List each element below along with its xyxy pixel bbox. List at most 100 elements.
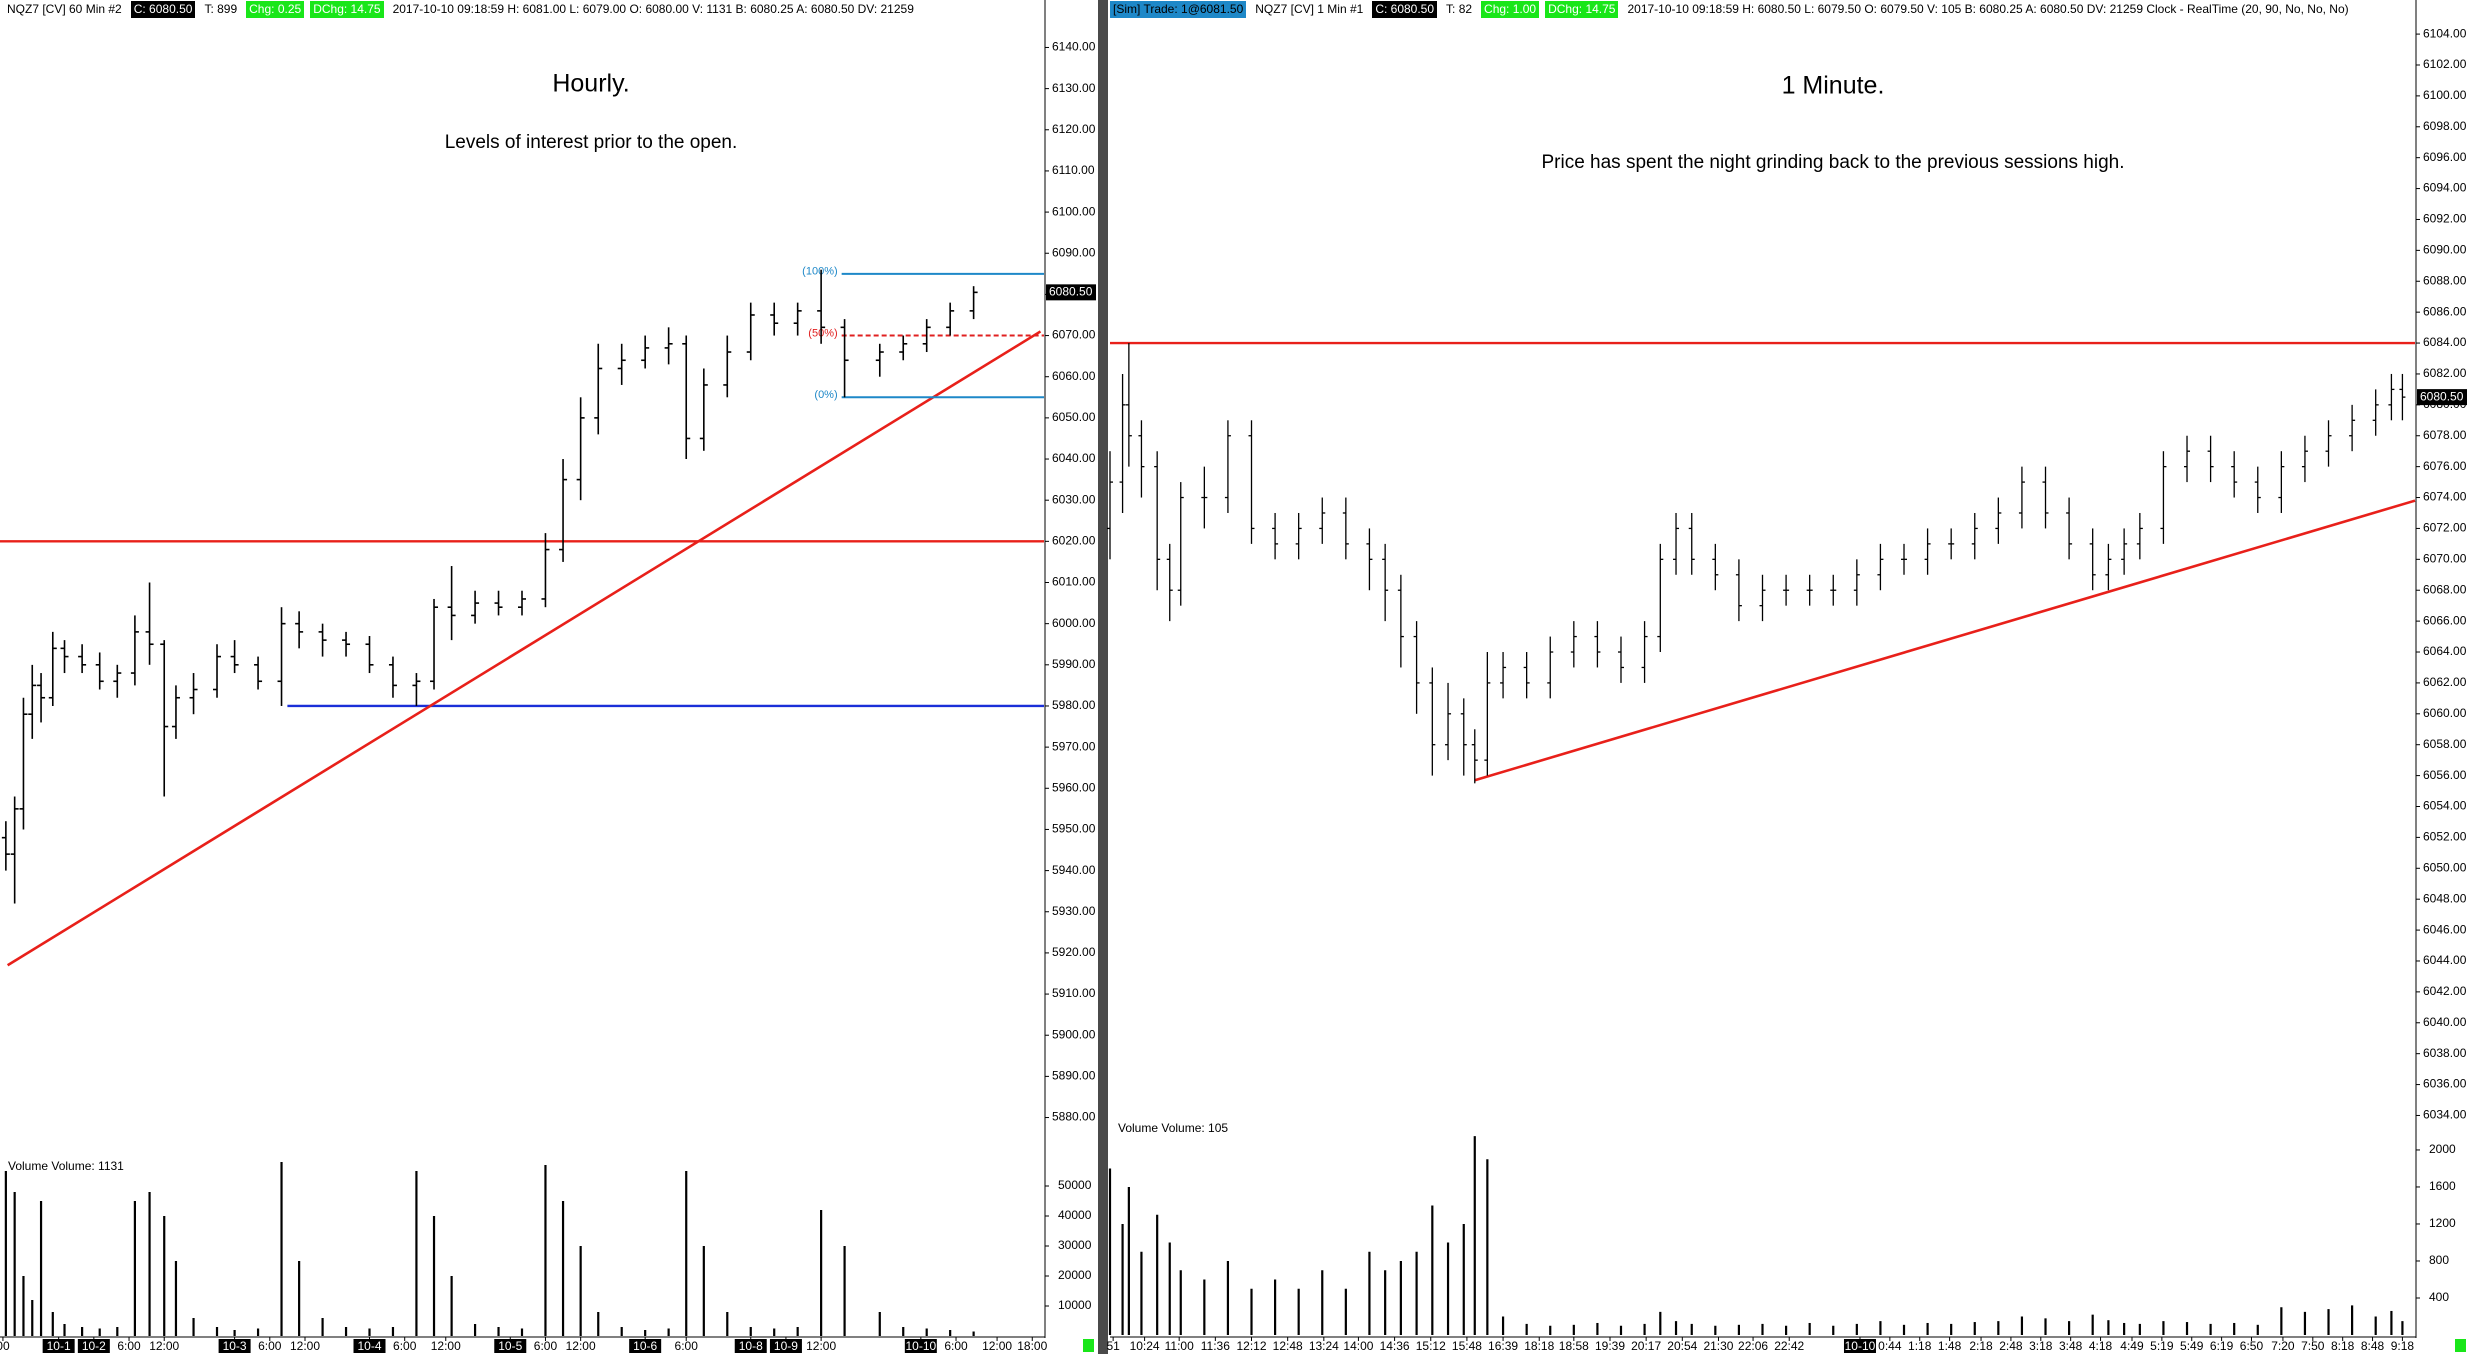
status-square (2455, 1339, 2466, 1352)
y-tick-label: 6030.00 (1052, 492, 1096, 506)
x-tick-box (42, 1339, 75, 1353)
header-field: T: 899 (204, 2, 238, 16)
x-tick-label: 2:48 (1999, 1339, 2023, 1353)
x-tick-label: 15:12 (1416, 1339, 1446, 1353)
y-tick-label: 5900.00 (1052, 1027, 1096, 1041)
header-field: C: 6080.50 (130, 1, 196, 18)
x-tick-box (353, 1339, 386, 1353)
divider (1098, 0, 1108, 1354)
x-tick-label: 51 (1106, 1339, 1120, 1353)
volume-label: Volume Volume: 1131 (8, 1159, 124, 1173)
x-tick-label: 10-1 (47, 1339, 71, 1353)
x-tick-label: 12:00 (149, 1339, 179, 1353)
y-tick-label: 6038.00 (2423, 1046, 2467, 1060)
header-field: NQZ7 [CV] 60 Min #2 (7, 2, 122, 16)
y-tick-label: 5980.00 (1052, 698, 1096, 712)
x-tick-box (904, 1339, 937, 1353)
trend-line (1474, 499, 2416, 782)
volume-tick-label: 10000 (1058, 1298, 1092, 1312)
x-tick-label: 10-3 (223, 1339, 247, 1353)
y-tick-label: 6052.00 (2423, 830, 2467, 844)
last-price-label: 6080.50 (2420, 389, 2464, 403)
x-tick-label: 10-8 (739, 1339, 763, 1353)
x-tick-label: 10:24 (1130, 1339, 1160, 1353)
x-tick-label: 7:20 (2271, 1339, 2295, 1353)
y-tick-label: 6104.00 (2423, 26, 2467, 40)
x-tick-label: 3:18 (2029, 1339, 2053, 1353)
x-tick-box (769, 1339, 802, 1353)
y-tick-label: 6098.00 (2423, 119, 2467, 133)
volume-tick-label: 20000 (1058, 1268, 1092, 1282)
y-tick-label: 5890.00 (1052, 1069, 1096, 1083)
y-tick-label: 6086.00 (2423, 304, 2467, 318)
last-price-box (2417, 389, 2467, 406)
y-tick-label: 6076.00 (2423, 459, 2467, 473)
y-tick-label: 5960.00 (1052, 780, 1096, 794)
y-tick-label: 6074.00 (2423, 490, 2467, 504)
y-tick-label: 6070.00 (1052, 328, 1096, 342)
y-tick-label: 6054.00 (2423, 799, 2467, 813)
x-tick-label: 10-6 (633, 1339, 657, 1353)
status-square (1083, 1339, 1094, 1352)
volume-tick-label: 1200 (2429, 1216, 2456, 1230)
x-tick-label: 12:00 (566, 1339, 596, 1353)
y-tick-label: 6120.00 (1052, 122, 1096, 136)
x-tick-box (1843, 1339, 1876, 1353)
last-price-label: 6080.50 (1049, 285, 1093, 299)
x-tick-label: 8:18 (2331, 1339, 2355, 1353)
y-tick-label: 6094.00 (2423, 181, 2467, 195)
x-tick-label: 1:18 (1908, 1339, 1932, 1353)
y-tick-label: 6088.00 (2423, 273, 2467, 287)
x-tick-label: 10-4 (357, 1339, 381, 1353)
x-tick-label: 6:00 (944, 1339, 968, 1353)
x-tick-label: 0:44 (1878, 1339, 1902, 1353)
header-field: 2017-10-10 09:18:59 H: 6081.00 L: 6079.0… (392, 2, 914, 16)
x-tick-box (494, 1339, 527, 1353)
y-tick-label: 6140.00 (1052, 40, 1096, 54)
x-tick-box (629, 1339, 662, 1353)
trend-line (6, 330, 1042, 967)
chart-subtitle: Levels of interest prior to the open. (445, 132, 738, 153)
y-tick-label: 6100.00 (1052, 204, 1096, 218)
y-tick-label: 6110.00 (1052, 163, 1095, 177)
header-field: Chg: 0.25 (246, 1, 305, 18)
x-tick-label: 6:50 (2240, 1339, 2264, 1353)
volume-label: Volume Volume: 105 (1118, 1121, 1228, 1135)
y-tick-label: 6130.00 (1052, 81, 1096, 95)
header-field: Chg: 1.00 (1481, 1, 1540, 18)
y-tick-label: 6090.00 (1052, 245, 1096, 259)
y-tick-label: 6010.00 (1052, 575, 1096, 589)
y-tick-label: 6042.00 (2423, 984, 2467, 998)
y-tick-label: 5880.00 (1052, 1110, 1096, 1124)
y-tick-label: 6000.00 (1052, 616, 1096, 630)
y-tick-label: 6048.00 (2423, 891, 2467, 905)
header-field: T: 82 (1446, 2, 1473, 16)
volume-tick-label: 1600 (2429, 1179, 2456, 1193)
chart-title: Hourly. (552, 70, 629, 98)
y-tick-label: 6078.00 (2423, 428, 2467, 442)
x-tick-label: 2:18 (1969, 1339, 1993, 1353)
y-tick-label: 5990.00 (1052, 657, 1096, 671)
x-tick-label: 15:48 (1452, 1339, 1482, 1353)
x-tick-label: 5:19 (2150, 1339, 2174, 1353)
y-tick-label: 5930.00 (1052, 904, 1096, 918)
x-tick-label: 12:00 (806, 1339, 836, 1353)
y-tick-label: 6050.00 (1052, 410, 1096, 424)
x-tick-label: 8:48 (2361, 1339, 2385, 1353)
header-field: 2017-10-10 09:18:59 H: 6080.50 L: 6079.5… (1627, 2, 2349, 16)
x-tick-box (218, 1339, 251, 1353)
x-tick-label: 18:18 (1524, 1339, 1554, 1353)
y-tick-label: 5950.00 (1052, 822, 1096, 836)
y-tick-label: 6036.00 (2423, 1077, 2467, 1091)
header-field: NQZ7 [CV] 1 Min #1 (1255, 2, 1364, 16)
header-field: C: 6080.50 (1372, 1, 1438, 18)
x-tick-label: 22:42 (1774, 1339, 1804, 1353)
x-tick-label: 21:30 (1703, 1339, 1733, 1353)
x-tick-label: 6:00 (117, 1339, 141, 1353)
fib-label: (0%) (814, 389, 837, 401)
x-tick-label: 18:00 (1017, 1339, 1047, 1353)
x-tick-label: 1:48 (1938, 1339, 1962, 1353)
header-field: DChg: 14.75 (1545, 1, 1619, 18)
volume-tick-label: 400 (2429, 1290, 2449, 1304)
y-tick-label: 6060.00 (2423, 706, 2467, 720)
